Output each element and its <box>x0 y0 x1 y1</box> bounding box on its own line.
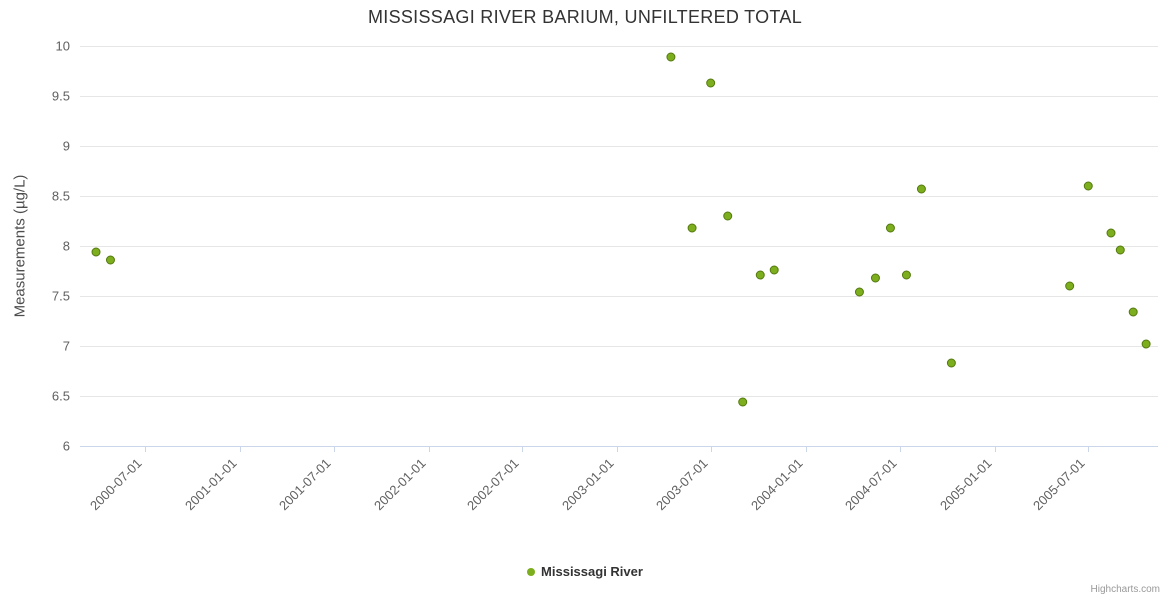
data-point[interactable] <box>870 273 880 283</box>
y-tick-label: 7 <box>63 339 70 354</box>
x-tick-label: 2003-07-01 <box>653 456 711 514</box>
y-tick-label: 9 <box>63 139 70 154</box>
x-tick-label: 2004-07-01 <box>842 456 900 514</box>
legend-marker-icon <box>527 567 536 576</box>
data-point[interactable] <box>1106 228 1116 238</box>
data-point[interactable] <box>91 247 101 257</box>
data-point[interactable] <box>687 223 697 233</box>
legend: Mississagi River <box>0 564 1170 579</box>
data-point[interactable] <box>1115 245 1125 255</box>
data-point[interactable] <box>666 52 676 62</box>
legend-item-label: Mississagi River <box>541 564 643 579</box>
x-tick-label: 2005-01-01 <box>937 456 995 514</box>
data-point[interactable] <box>916 184 926 194</box>
x-tick-label: 2004-01-01 <box>748 456 806 514</box>
legend-item-mississagi-river[interactable]: Mississagi River <box>527 564 643 579</box>
y-tick-label: 10 <box>56 39 70 54</box>
data-point[interactable] <box>885 223 895 233</box>
x-tick-label: 2005-07-01 <box>1030 456 1088 514</box>
data-point[interactable] <box>706 78 716 88</box>
data-point[interactable] <box>1141 339 1151 349</box>
data-point[interactable] <box>1065 281 1075 291</box>
x-tick-label: 2000-07-01 <box>87 456 145 514</box>
data-point[interactable] <box>946 358 956 368</box>
data-point[interactable] <box>723 211 733 221</box>
y-tick-label: 8.5 <box>52 189 70 204</box>
y-tick-label: 9.5 <box>52 89 70 104</box>
data-point[interactable] <box>1083 181 1093 191</box>
x-tick-label: 2001-01-01 <box>182 456 240 514</box>
x-tick-label: 2003-01-01 <box>559 456 617 514</box>
chart-title: MISSISSAGI RIVER BARIUM, UNFILTERED TOTA… <box>367 7 803 27</box>
x-tick-label: 2002-07-01 <box>464 456 522 514</box>
data-point[interactable] <box>854 287 864 297</box>
data-point[interactable] <box>1128 307 1138 317</box>
y-tick-label: 8 <box>63 239 70 254</box>
y-tick-label: 7.5 <box>52 289 70 304</box>
x-tick-label: 2002-01-01 <box>371 456 429 514</box>
highcharts-credits[interactable]: Highcharts.com <box>1090 584 1160 595</box>
data-point[interactable] <box>755 270 765 280</box>
data-point[interactable] <box>901 270 911 280</box>
data-point[interactable] <box>769 265 779 275</box>
x-tick-label: 2001-07-01 <box>276 456 334 514</box>
y-tick-label: 6 <box>63 439 70 454</box>
data-point[interactable] <box>738 397 748 407</box>
y-tick-label: 6.5 <box>52 389 70 404</box>
data-point[interactable] <box>105 255 115 265</box>
